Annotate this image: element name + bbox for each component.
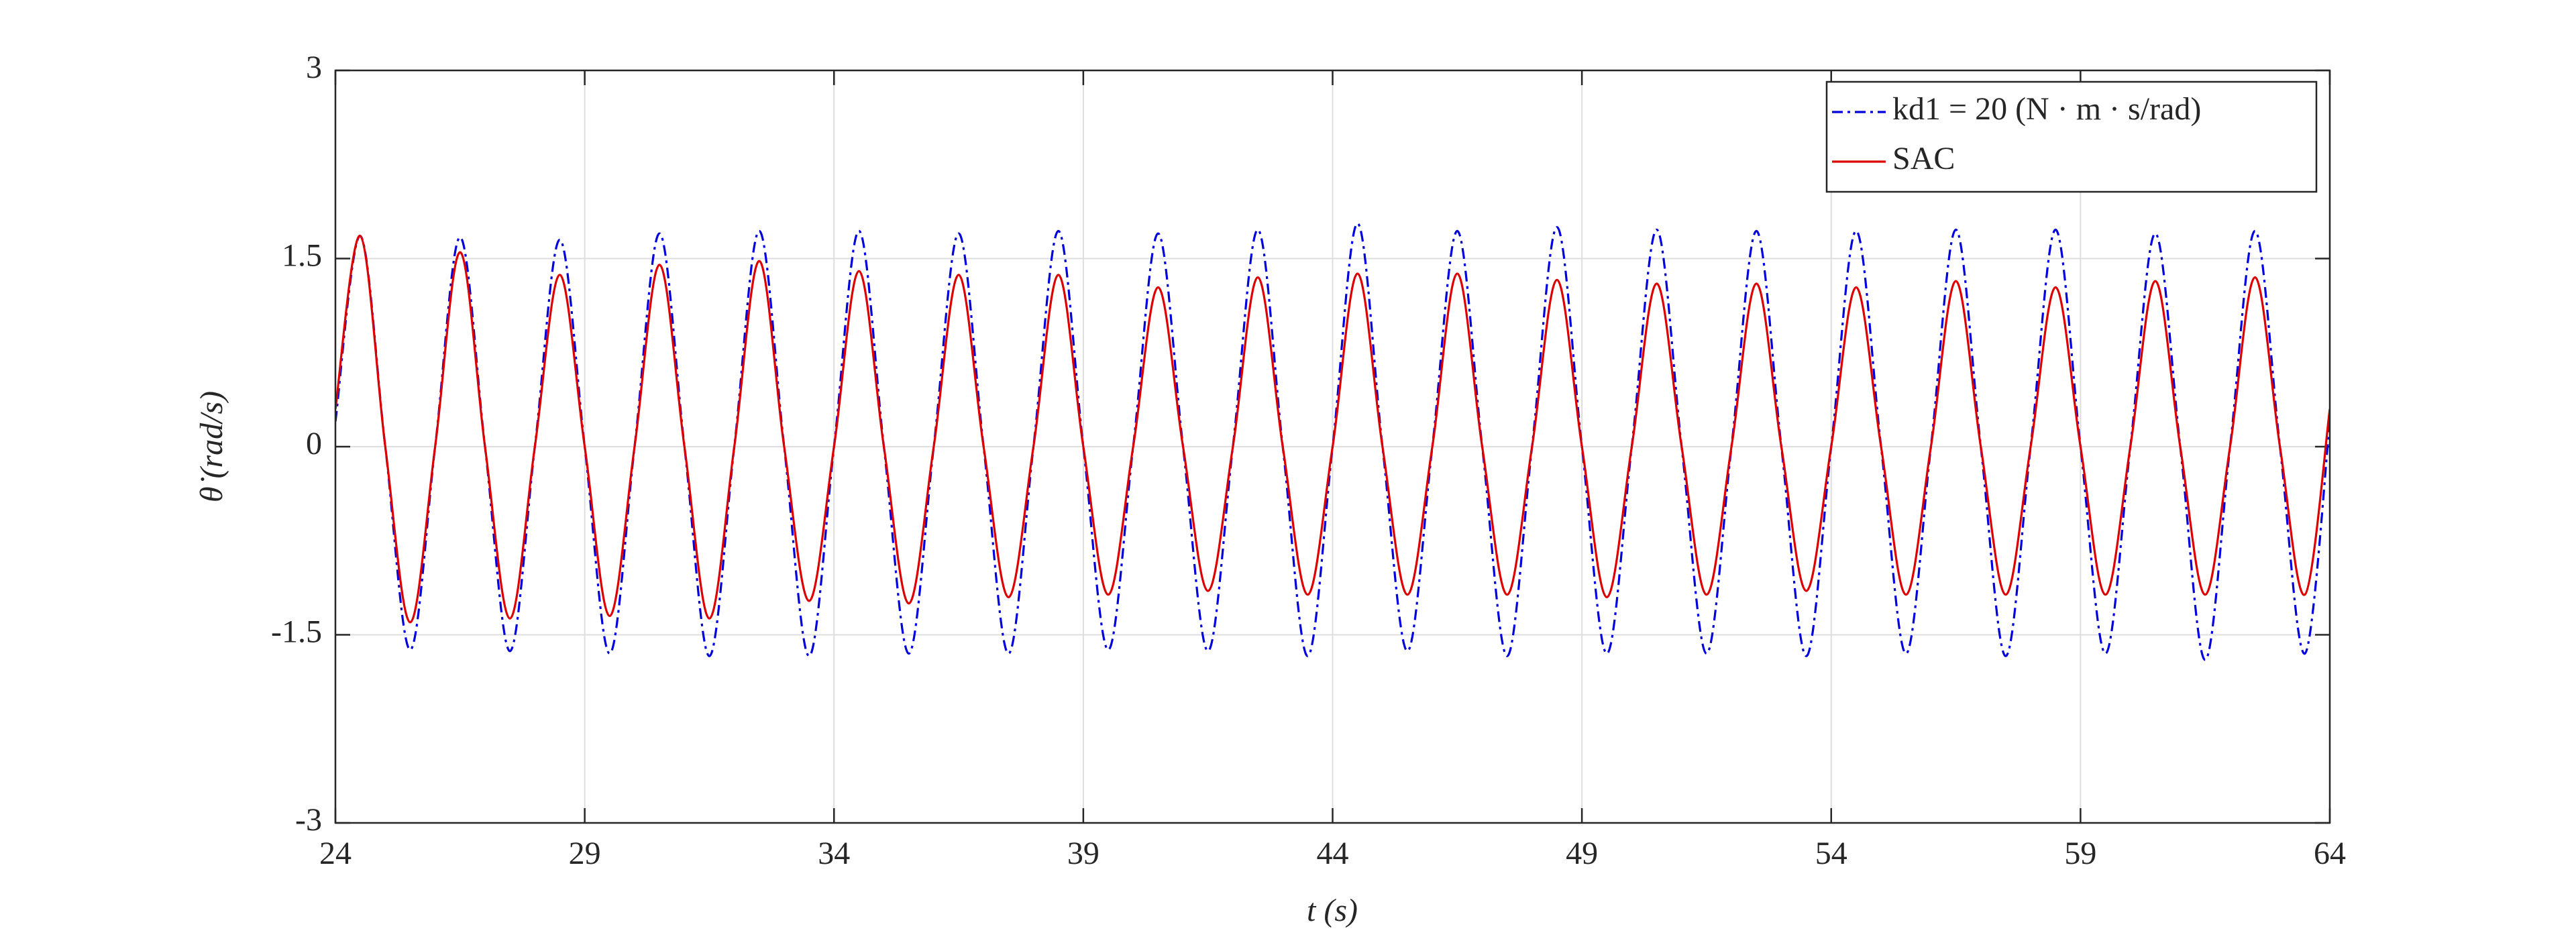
x-tick-label: 54 (1815, 836, 1847, 871)
series-line (335, 235, 2330, 624)
x-axis-label: t (s) (1307, 893, 1358, 928)
x-tick-label: 64 (2314, 836, 2346, 871)
axes-box (334, 69, 2331, 824)
y-tick-label: 1.5 (282, 238, 322, 274)
y-tick-label: 3 (306, 50, 322, 85)
x-tick-label: 44 (1317, 836, 1349, 871)
x-tick-label: 24 (319, 836, 352, 871)
series-line (335, 222, 2330, 661)
x-tick-label: 39 (1067, 836, 1099, 871)
y-axis-label: θ̇ (rad/s) (194, 391, 229, 502)
legend-box (1825, 80, 2318, 193)
legend-label: kd1 = 20 (N · m · s/rad) (1892, 91, 2201, 127)
x-tick-label: 29 (569, 836, 601, 871)
x-tick-label: 49 (1566, 836, 1598, 871)
y-tick-label: -3 (295, 802, 322, 838)
y-tick-label: 0 (306, 426, 322, 461)
x-tick-label: 59 (2064, 836, 2096, 871)
x-tick-label: 34 (818, 836, 850, 871)
legend-label: SAC (1892, 141, 1955, 176)
y-tick-label: -1.5 (271, 614, 322, 650)
